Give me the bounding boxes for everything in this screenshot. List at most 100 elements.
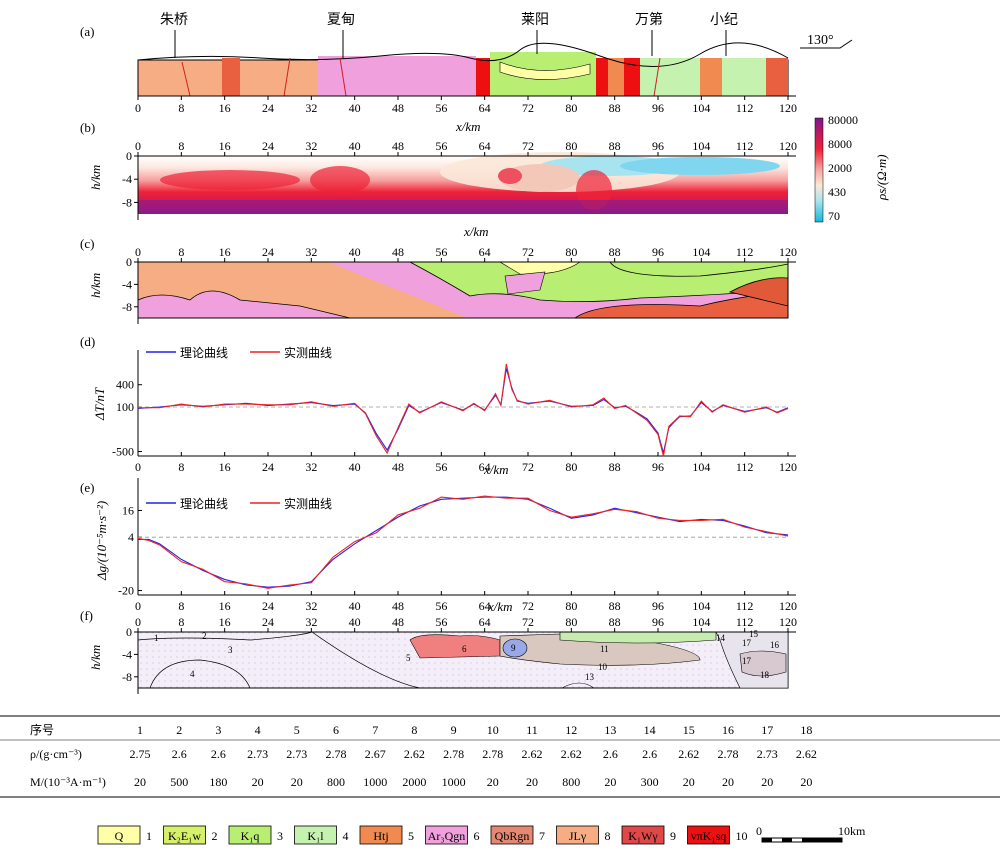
x-tick-label: 40 [349,245,361,259]
body-label: 10 [598,662,608,672]
legend-number: 2 [212,829,218,843]
x-axis-b: 0 8 16 24 32 40 48 56 64 72 80 88 96 104 112 120 [135,139,797,157]
panel-c: (c) 0 8 16 24 32 40 48 56 64 72 80 88 96 104 112 120 0 -… [80,236,797,324]
legend-code: K₂E₁w [168,829,201,843]
table-cell: 2.62 [404,747,425,761]
y-tick-label: 400 [116,378,134,392]
chart-e-ylabel: Δg/(10⁻⁵m·s⁻²) [94,501,109,581]
table-cell: 20 [722,775,734,789]
x-tick-label: 16 [219,101,231,115]
azimuth-arrow [800,39,853,49]
x-tick-label: 40 [349,101,361,115]
x-tick-label: 24 [262,615,274,629]
legend-swatch [425,825,468,845]
legend-number: 6 [474,829,480,843]
y-tick-label: -20 [118,584,134,598]
azimuth-label: 130° [807,33,834,48]
x-tick-label: 88 [609,101,621,115]
resistivity-colorbar: 80000 8000 2000 430 70 ρs/(Ω·m) [814,113,889,223]
x-tick-label: 0 [135,460,141,474]
table-cell: 2.62 [678,747,699,761]
depth-axis-c: 0 -4 -8 [122,255,139,324]
legend-series-theory: 理论曲线 [180,346,228,360]
legend-swatch [294,825,337,845]
table-cell: 300 [641,775,659,789]
depth-tick-label: -8 [122,300,132,314]
x-tick-label: 40 [349,139,361,153]
x-tick-label: 120 [779,460,797,474]
resistivity-section [138,152,788,214]
x-tick-label: 104 [692,101,710,115]
table-cell: 2.78 [718,747,739,761]
scale-bar: 0 10km [756,824,866,843]
x-tick-label: 48 [392,101,404,115]
x-tick-label: 80 [565,139,577,153]
x-tick-label: 80 [565,615,577,629]
x-tick-label: 48 [392,615,404,629]
depth-axis-label: h/km [88,645,103,670]
density-magnetic-model [137,631,789,689]
table-header-number: 序号 [30,722,54,737]
table-cell: 16 [722,723,734,737]
x-tick-label: 104 [692,139,710,153]
x-tick-label: 96 [652,139,664,153]
magnetic-anomaly-chart: 0 8 16 24 32 40 48 56 64 72 80 88 96 104 112 120 400 100 -… [112,350,797,474]
x-tick-label: 32 [305,615,317,629]
town-label: 朱桥 [160,12,188,28]
table-cell: 2000 [402,775,426,789]
depth-tick-label: -4 [122,172,132,186]
x-axis-a: 0 8 16 24 32 40 48 56 64 72 80 88 96 104 112 120 [135,95,797,115]
table-cell: 2 [176,723,182,737]
x-tick-label: 120 [779,139,797,153]
legend-series-measured: 实测曲线 [284,345,332,360]
gravity-anomaly-chart: 0 8 16 24 32 40 48 56 64 72 80 88 96 104 112 120 16 4 -20 [118,478,797,613]
table-cell: 20 [487,775,499,789]
table-cells: 1 2.75 20 2 2.6 500 3 2.6 180 4 2.73 20 5 2.73 20 6 2.78… [130,723,817,789]
legend-code: Q [115,829,124,843]
x-tick-label: 24 [262,139,274,153]
physical-property-table: 序号 ρ/(g·cm⁻³) M/(10⁻³A·m⁻¹) 1 2.75 20 2 2.6 5… [0,715,1000,798]
x-tick-label: 72 [522,245,534,259]
legend-swatch [556,825,599,845]
x-tick-label: 80 [565,599,577,613]
chart-d-xlabel: x/km [483,462,509,477]
series-line [138,363,789,457]
x-tick-label: 88 [609,245,621,259]
table-cell: 20 [252,775,264,789]
x-tick-label: 24 [262,101,274,115]
y-tick-label: -500 [112,445,134,459]
colorbar-tick: 70 [828,209,840,223]
x-tick-label: 8 [178,101,184,115]
table-cell: 500 [170,775,188,789]
town-markers: 朱桥 夏甸 莱阳 万第 小纪 [160,11,738,58]
x-tick-label: 8 [178,599,184,613]
table-cell: 20 [291,775,303,789]
town-label: 莱阳 [521,12,549,28]
table-cell: 1000 [442,775,466,789]
x-tick-label: 120 [779,599,797,613]
table-cell: 6 [333,723,339,737]
body-label: 18 [760,670,770,680]
x-tick-label: 0 [135,245,141,259]
depth-axis-label: h/km [88,165,103,190]
table-cell: 20 [683,775,695,789]
x-tick-label: 104 [692,245,710,259]
legend-number: 9 [670,829,676,843]
legend-number: 3 [277,829,283,843]
y-tick-label: 16 [122,503,134,517]
legend-number: 1 [146,829,152,843]
x-tick-label: 64 [479,599,491,613]
table-cell: 8 [411,723,417,737]
x-tick-label: 104 [692,460,710,474]
legend-swatch [97,825,141,845]
table-cell: 2.6 [603,747,618,761]
table-cell: 2.73 [757,747,778,761]
body-label: 17 [742,638,752,648]
x-tick-label: 80 [565,460,577,474]
panel-label-c: (c) [80,236,94,251]
x-tick-label: 8 [178,139,184,153]
x-tick-label: 88 [609,460,621,474]
table-cell: 2.73 [247,747,268,761]
town-label: 夏甸 [327,12,355,28]
table-cell: 20 [800,775,812,789]
